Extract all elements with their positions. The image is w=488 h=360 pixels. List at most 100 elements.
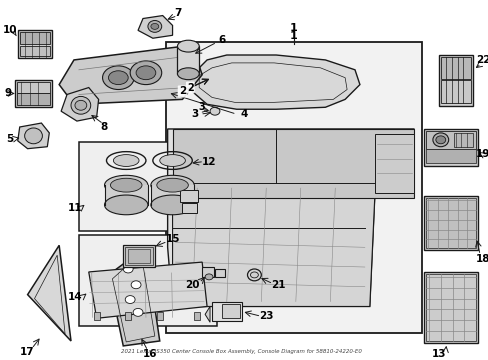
Polygon shape: [61, 87, 99, 121]
Polygon shape: [138, 15, 172, 38]
Bar: [425, 198, 475, 248]
Text: 11: 11: [67, 203, 82, 213]
Text: 2: 2: [186, 82, 193, 93]
Text: 13: 13: [431, 349, 445, 359]
Polygon shape: [172, 198, 374, 306]
Ellipse shape: [210, 107, 220, 115]
Bar: [374, 134, 413, 193]
Bar: [20, 32, 50, 44]
Bar: [125, 247, 153, 265]
Ellipse shape: [110, 178, 142, 192]
Bar: [94, 312, 100, 320]
Ellipse shape: [151, 23, 159, 30]
Polygon shape: [192, 55, 359, 109]
Bar: [425, 274, 475, 341]
Bar: [79, 235, 217, 326]
Bar: [425, 131, 475, 149]
Text: 2021 Lexus IS350 Center Console Box Assembly, Console Diagram for 58810-24220-E0: 2021 Lexus IS350 Center Console Box Asse…: [121, 349, 361, 354]
Ellipse shape: [160, 154, 185, 166]
Text: 22: 22: [475, 55, 488, 65]
Ellipse shape: [435, 136, 445, 144]
Bar: [438, 55, 472, 106]
Ellipse shape: [177, 40, 199, 52]
Text: 12: 12: [202, 157, 216, 167]
Text: 18: 18: [475, 254, 488, 264]
Text: 1: 1: [289, 23, 297, 33]
Bar: [440, 57, 470, 79]
Bar: [194, 312, 200, 320]
Text: 19: 19: [475, 149, 488, 159]
Bar: [423, 196, 477, 250]
Bar: [17, 94, 50, 105]
Bar: [17, 82, 50, 94]
Polygon shape: [59, 45, 202, 104]
Bar: [128, 249, 150, 263]
Ellipse shape: [147, 21, 162, 32]
Text: 17: 17: [20, 347, 35, 357]
Polygon shape: [167, 129, 413, 306]
Ellipse shape: [104, 195, 147, 215]
Text: 10: 10: [2, 25, 17, 35]
Bar: [440, 80, 470, 103]
Bar: [425, 149, 475, 163]
Ellipse shape: [177, 68, 199, 80]
Ellipse shape: [24, 128, 42, 144]
Bar: [202, 267, 214, 277]
Ellipse shape: [151, 175, 194, 195]
Ellipse shape: [136, 66, 156, 80]
Bar: [123, 245, 155, 267]
Ellipse shape: [71, 96, 91, 114]
Ellipse shape: [123, 265, 133, 273]
Bar: [423, 129, 477, 166]
Text: 3: 3: [198, 102, 205, 112]
Ellipse shape: [130, 61, 162, 85]
Ellipse shape: [131, 281, 141, 289]
Bar: [125, 312, 131, 320]
Ellipse shape: [133, 309, 142, 316]
Bar: [18, 30, 52, 58]
Text: 2: 2: [179, 86, 185, 96]
Text: 4: 4: [241, 109, 248, 119]
Ellipse shape: [250, 272, 258, 278]
Ellipse shape: [108, 71, 128, 85]
Ellipse shape: [104, 175, 147, 195]
Ellipse shape: [157, 178, 188, 192]
Text: 7: 7: [173, 8, 181, 18]
Polygon shape: [172, 129, 413, 198]
Ellipse shape: [75, 100, 86, 110]
Text: 23: 23: [259, 311, 273, 321]
Text: 9: 9: [4, 89, 11, 99]
Polygon shape: [18, 123, 49, 149]
Bar: [104, 185, 147, 205]
Bar: [423, 272, 477, 343]
Bar: [180, 190, 198, 202]
Text: 5: 5: [6, 134, 14, 144]
Bar: [177, 46, 199, 74]
Bar: [15, 80, 52, 107]
Ellipse shape: [432, 133, 448, 147]
Ellipse shape: [102, 66, 134, 90]
Text: 6: 6: [218, 35, 225, 45]
Polygon shape: [108, 247, 160, 346]
Ellipse shape: [125, 296, 135, 303]
Bar: [215, 269, 224, 277]
Bar: [222, 305, 239, 318]
Bar: [79, 142, 217, 230]
Text: 14: 14: [67, 292, 82, 302]
Polygon shape: [204, 306, 210, 322]
Text: 21: 21: [270, 280, 285, 290]
Bar: [182, 203, 197, 213]
Ellipse shape: [113, 154, 139, 166]
Ellipse shape: [204, 274, 213, 280]
Text: 3: 3: [191, 109, 199, 119]
Ellipse shape: [151, 195, 194, 215]
Bar: [165, 42, 421, 333]
Text: 8: 8: [100, 122, 107, 132]
Bar: [20, 46, 50, 56]
Text: 15: 15: [165, 234, 180, 244]
Bar: [212, 302, 241, 321]
Polygon shape: [27, 245, 71, 341]
Text: 20: 20: [184, 280, 199, 290]
Text: 16: 16: [142, 349, 157, 359]
Bar: [453, 133, 472, 147]
